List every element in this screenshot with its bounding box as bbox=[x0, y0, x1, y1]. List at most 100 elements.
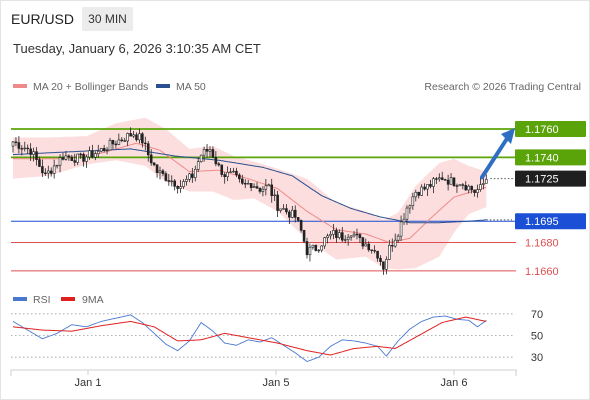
timeframe-button[interactable]: 30 MIN bbox=[82, 7, 133, 31]
candle-up bbox=[196, 161, 200, 170]
candle-down bbox=[390, 245, 394, 247]
resistance-label-0: 1.1760 bbox=[525, 124, 559, 136]
candle-down bbox=[455, 185, 459, 187]
candle-up bbox=[317, 249, 321, 252]
candle-up bbox=[229, 171, 232, 173]
candle-down bbox=[167, 180, 171, 182]
candle-down bbox=[144, 142, 147, 145]
candle-up bbox=[308, 246, 312, 256]
candle-down bbox=[44, 172, 47, 174]
candle-down bbox=[299, 220, 303, 231]
candle-up bbox=[252, 186, 256, 188]
candle-down bbox=[176, 186, 179, 189]
candle-up bbox=[485, 179, 488, 184]
candle-up bbox=[246, 183, 250, 185]
current-label-2: 1.1725 bbox=[525, 174, 559, 186]
rsi-legend-label: RSI bbox=[33, 294, 51, 306]
candle-down bbox=[152, 162, 156, 166]
candle-down bbox=[38, 159, 41, 167]
candle-down bbox=[423, 186, 426, 190]
price-panel: 1.1760 1.1740 1.1725 1.1695 1.1680 1.1660 bbox=[11, 117, 586, 278]
ma20-legend-label: MA 20 + Bollinger Bands bbox=[33, 81, 148, 93]
candle-up bbox=[55, 164, 59, 167]
candle-up bbox=[11, 141, 15, 147]
candle-up bbox=[182, 181, 185, 187]
candle-down bbox=[241, 178, 244, 184]
ma50-legend-label: MA 50 bbox=[176, 81, 206, 93]
candle-down bbox=[61, 157, 65, 160]
rsi-panel: 70 50 30 bbox=[11, 309, 543, 364]
support-label-5: 1.1660 bbox=[525, 266, 559, 278]
candle-down bbox=[164, 173, 168, 181]
candle-down bbox=[217, 163, 221, 166]
candle-down bbox=[149, 154, 153, 164]
candle-up bbox=[138, 133, 141, 141]
candle-up bbox=[179, 186, 182, 189]
candle-down bbox=[102, 148, 106, 151]
candle-up bbox=[432, 178, 435, 187]
rsi-ma-line bbox=[12, 316, 487, 356]
projection-arrow-head bbox=[501, 128, 515, 145]
candle-up bbox=[88, 150, 91, 158]
candle-down bbox=[288, 211, 291, 218]
resistance-label-1: 1.1740 bbox=[525, 152, 559, 164]
candle-down bbox=[270, 184, 274, 196]
candle-up bbox=[188, 173, 191, 180]
candle-down bbox=[67, 155, 71, 158]
candle-down bbox=[129, 133, 132, 137]
candle-down bbox=[335, 230, 338, 238]
candle-down bbox=[238, 174, 241, 180]
x-label-1: Jan 5 bbox=[263, 377, 290, 389]
candle-down bbox=[355, 233, 359, 236]
instrument-title: EUR/USD bbox=[11, 11, 75, 27]
candle-up bbox=[349, 235, 353, 238]
candle-up bbox=[402, 218, 406, 223]
candle-down bbox=[296, 217, 300, 221]
candle-down bbox=[70, 156, 74, 161]
candle-up bbox=[226, 171, 229, 178]
x-label-0: Jan 1 bbox=[75, 377, 102, 389]
candle-down bbox=[376, 250, 379, 259]
candle-down bbox=[20, 148, 24, 150]
candle-down bbox=[243, 183, 247, 185]
candle-down bbox=[205, 149, 209, 152]
candle-down bbox=[14, 141, 18, 143]
candle-down bbox=[305, 241, 309, 256]
candle-up bbox=[158, 170, 162, 173]
candle-down bbox=[314, 244, 318, 251]
candle-up bbox=[332, 230, 335, 235]
support-label-4: 1.1680 bbox=[525, 238, 559, 250]
candle-up bbox=[338, 232, 341, 238]
candle-up bbox=[311, 244, 315, 248]
candle-down bbox=[443, 179, 447, 181]
candle-down bbox=[285, 208, 288, 213]
candle-down bbox=[276, 194, 279, 211]
candle-down bbox=[123, 140, 127, 142]
candle-up bbox=[346, 236, 350, 240]
candle-down bbox=[373, 250, 376, 252]
timestamp: Tuesday, January 6, 2026 3:10:35 AM CET bbox=[13, 41, 261, 56]
candle-up bbox=[290, 209, 294, 218]
candle-down bbox=[370, 249, 373, 251]
candle-down bbox=[191, 173, 194, 178]
candle-up bbox=[58, 157, 62, 166]
candle-up bbox=[32, 151, 35, 155]
candle-up bbox=[476, 189, 479, 193]
candle-up bbox=[108, 139, 112, 151]
candle-up bbox=[132, 134, 135, 137]
x-axis-labels: Jan 1 Jan 5 Jan 6 bbox=[75, 370, 467, 389]
resistance-label-box-1 bbox=[515, 149, 586, 166]
candle-up bbox=[267, 184, 271, 187]
research-credit: Research © 2026 Trading Central bbox=[424, 81, 581, 93]
candle-up bbox=[352, 233, 356, 237]
candle-down bbox=[452, 177, 456, 186]
candle-down bbox=[141, 133, 144, 144]
candle-up bbox=[399, 221, 403, 237]
candle-up bbox=[99, 148, 103, 152]
candle-down bbox=[293, 209, 297, 218]
candle-down bbox=[214, 157, 218, 165]
ma50-legend-swatch bbox=[156, 84, 170, 88]
candle-up bbox=[388, 245, 391, 260]
candle-down bbox=[26, 147, 30, 150]
candle-down bbox=[111, 139, 115, 145]
